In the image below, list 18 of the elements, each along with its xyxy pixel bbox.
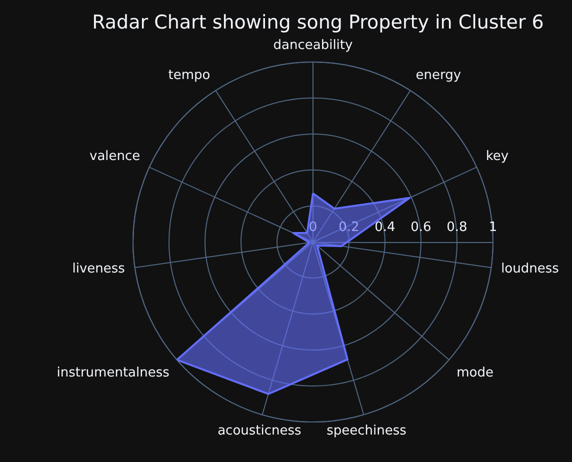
spoke-label: instrumentalness (56, 365, 170, 380)
y-tick-label: 0.2 (338, 220, 360, 235)
spoke-label: key (486, 149, 509, 164)
spoke-label: speechiness (326, 423, 407, 438)
y-tick-label: 1 (488, 220, 498, 235)
spoke-label: danceability (273, 38, 354, 53)
y-tick-label: 0.8 (446, 220, 468, 235)
spoke-label: loudness (501, 262, 560, 277)
spoke-label: liveness (72, 262, 126, 277)
spoke-label: acousticness (218, 423, 302, 438)
spoke-label: tempo (168, 68, 210, 84)
y-tick-label: 0.4 (374, 220, 396, 235)
spoke-label: energy (416, 68, 462, 84)
y-tick-label: 0 (308, 220, 318, 235)
spoke-label: valence (90, 149, 140, 164)
spoke-label: mode (456, 365, 494, 380)
y-tick-label: 0.6 (410, 220, 432, 235)
chart-title: Radar Chart showing song Property in Cluster 6 (92, 12, 544, 34)
